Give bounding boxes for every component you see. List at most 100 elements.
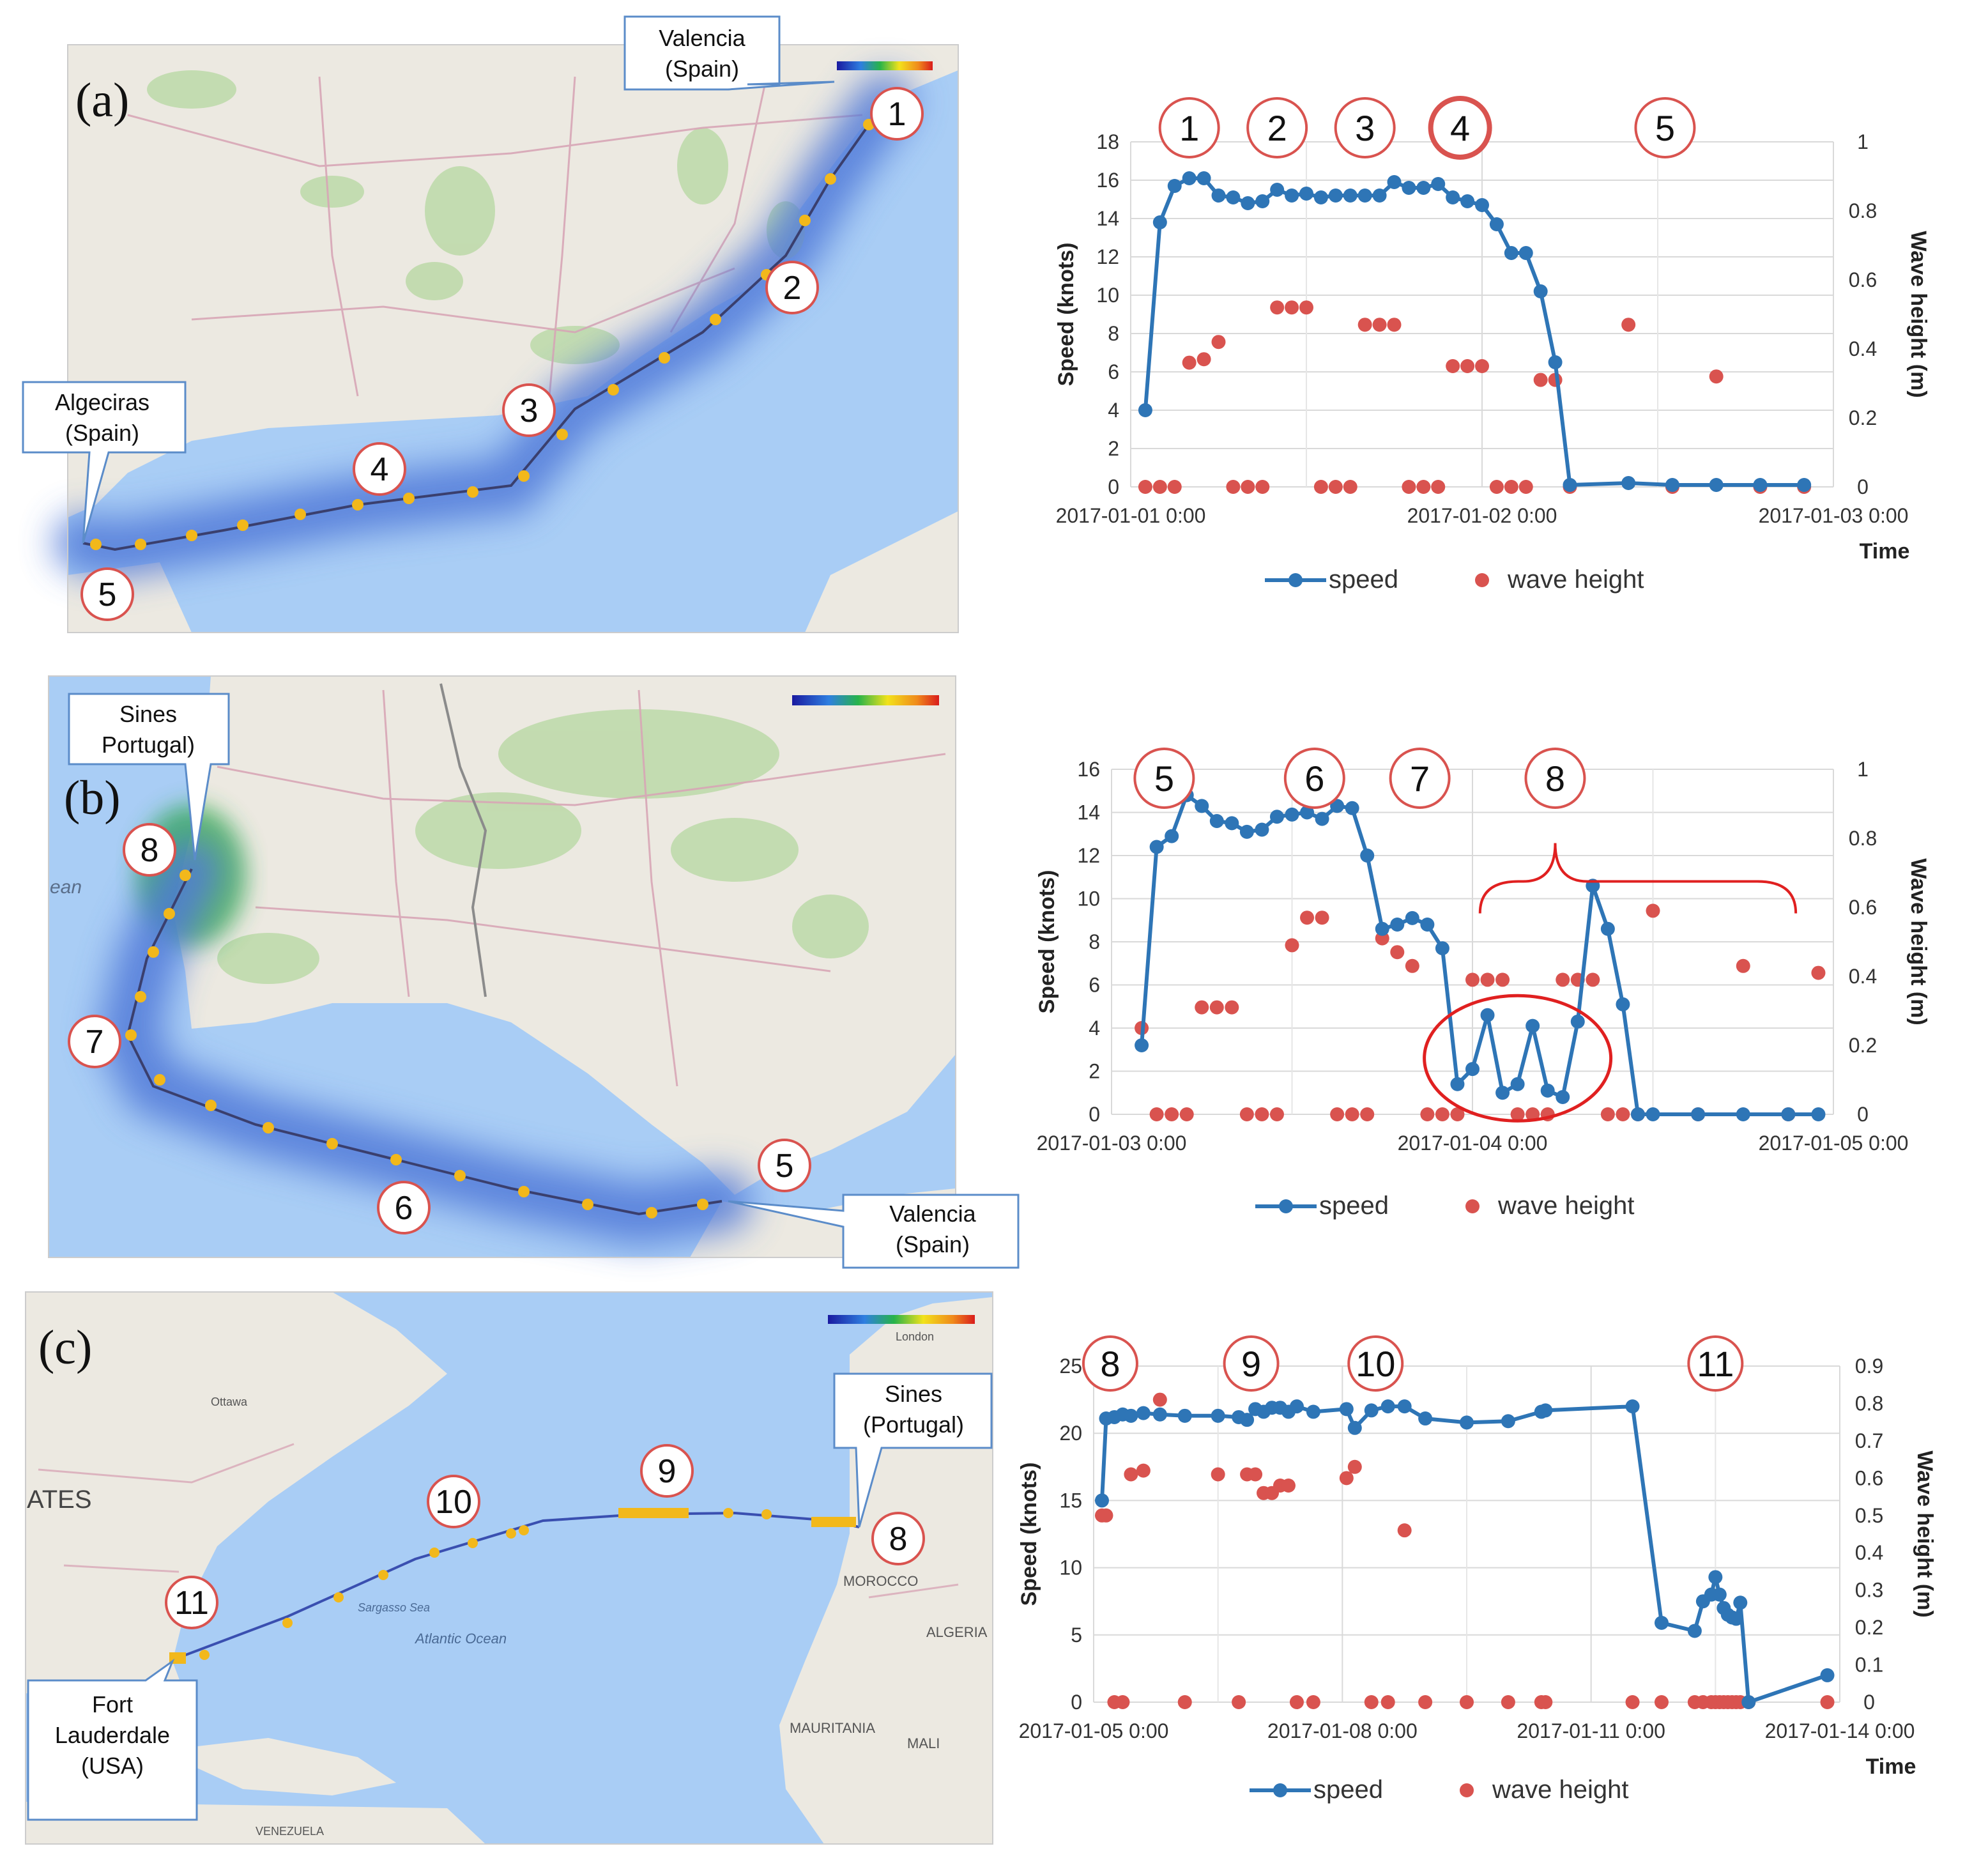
y-tick-label: 6: [1089, 974, 1100, 997]
waypoint-marker: [1524, 748, 1586, 809]
speed-point: [1405, 910, 1419, 925]
x-tick-label: 2017-01-11 0:00: [1517, 1719, 1665, 1742]
speed-point: [1811, 1107, 1826, 1121]
speed-point: [1495, 1086, 1510, 1100]
map-waypoint-label: 10: [435, 1484, 472, 1521]
y2-tick-label: 0.6: [1849, 268, 1877, 291]
speed-point: [1489, 217, 1504, 231]
speed-point: [1372, 188, 1387, 203]
y-tick-label: 8: [1108, 322, 1119, 345]
waypoint-marker-label: 9: [1241, 1344, 1261, 1384]
speed-point: [1431, 177, 1446, 191]
waypoint-marker: [1223, 1335, 1280, 1392]
map-b-frame: [48, 675, 956, 1258]
waypoint-marker-label: 4: [1450, 108, 1470, 148]
wave-point: [1306, 1695, 1320, 1709]
map-c-place-ottawa: Ottawa: [211, 1395, 248, 1408]
waypoint-marker-label: 8: [1100, 1344, 1120, 1384]
x-tick-label: 2017-01-03 0:00: [1759, 504, 1909, 527]
wave-point: [1418, 1695, 1433, 1709]
wave-point: [1269, 1107, 1284, 1121]
x-axis-label: Time: [1860, 539, 1910, 564]
speed-point: [1460, 1415, 1474, 1430]
map-c-route-markers: [169, 1508, 856, 1664]
callout-text: Valencia (Spain): [889, 1201, 976, 1257]
map-waypoint: 3: [502, 383, 556, 437]
legend-wave-label: wave height: [1492, 1776, 1628, 1804]
map-waypoint-circle: [640, 1444, 694, 1498]
map-a-roads: [127, 76, 863, 397]
panel-label-c: (c): [38, 1321, 92, 1374]
y2-tick-label: 0: [1857, 1103, 1869, 1126]
y-tick-label: 5: [1071, 1624, 1082, 1647]
speed-point: [1518, 246, 1533, 260]
wave-point: [1820, 1695, 1835, 1709]
annotation-brace: [1478, 843, 1798, 914]
speed-point: [1420, 918, 1435, 932]
speed-line: [1100, 1404, 1828, 1704]
map-waypoint: 2: [765, 261, 819, 314]
speed-point: [1167, 179, 1182, 193]
map-b-colorbar: [792, 695, 939, 705]
wave-point: [1255, 1107, 1269, 1121]
speed-point: [1255, 194, 1270, 208]
callout-line: Sines: [885, 1381, 942, 1407]
map-a-frame: [67, 44, 959, 633]
map-waypoint-label: 7: [86, 1024, 104, 1061]
speed-point: [1646, 1107, 1660, 1121]
wave-point: [1364, 1695, 1379, 1709]
map-waypoint-label: 4: [371, 451, 389, 488]
speed-point: [1357, 188, 1372, 203]
wave-point: [1281, 1479, 1296, 1493]
y2-tick-label: 0.8: [1855, 1392, 1883, 1415]
wave-point: [1232, 1695, 1246, 1709]
y2-tick-label: 0.6: [1855, 1466, 1883, 1489]
map-b-place-label: ean: [50, 877, 82, 898]
map-waypoint: 8: [123, 823, 176, 877]
map-waypoint-circle: [377, 1181, 431, 1234]
wave-point: [1152, 480, 1167, 494]
speed-point: [1165, 829, 1179, 843]
speed-point: [1600, 921, 1615, 936]
y-tick-label: 14: [1096, 207, 1119, 230]
wave-point: [1465, 972, 1480, 987]
wave-point: [1621, 318, 1636, 332]
speed-point: [1654, 1615, 1669, 1630]
map-c-land-north-america: [26, 1292, 447, 1719]
y-tick-label: 2: [1108, 437, 1119, 460]
map-b-border: [440, 683, 487, 997]
y2-tick-label: 0: [1863, 1691, 1875, 1714]
callout-line: Lauderdale: [55, 1722, 170, 1748]
speed-point: [1446, 190, 1460, 204]
wave-point: [1289, 1695, 1304, 1709]
map-waypoint: 1: [870, 87, 924, 141]
map-waypoint-circle: [80, 567, 134, 621]
speed-point: [1729, 1611, 1743, 1626]
speed-point: [1741, 1695, 1756, 1709]
speed-point: [1563, 478, 1577, 492]
speed-point: [1781, 1107, 1796, 1121]
speed-point: [1182, 171, 1197, 185]
map-waypoint-label: 9: [658, 1453, 677, 1490]
callout-line: (Spain): [65, 420, 139, 446]
wave-point: [1586, 972, 1600, 987]
y2-axis-label: Wave height (m): [1906, 231, 1931, 397]
x-tick-label: 2017-01-02 0:00: [1407, 504, 1557, 527]
x-tick-label: 2017-01-04 0:00: [1398, 1132, 1548, 1155]
map-waypoint-circle: [871, 1512, 925, 1565]
callout-line: Valencia: [659, 25, 746, 51]
callout-text: Valencia (Spain): [659, 25, 746, 82]
callout-valencia-a: Valencia (Spain): [623, 15, 835, 91]
callout-text: Algeciras (Spain): [55, 389, 149, 446]
wave-point: [1339, 1471, 1354, 1486]
y2-tick-label: 0.2: [1849, 1034, 1877, 1057]
map-waypoint: 9: [640, 1444, 694, 1498]
legend-wave-marker: [1475, 573, 1489, 587]
map-c-place-mali: MALI: [907, 1735, 940, 1751]
speed-point: [1195, 799, 1209, 813]
wave-point: [1625, 1695, 1640, 1709]
map-c-place-mauritania: MAURITANIA: [790, 1720, 875, 1736]
speed-point: [1343, 188, 1357, 203]
wave-point: [1209, 1000, 1224, 1015]
speed-point: [1328, 188, 1343, 203]
